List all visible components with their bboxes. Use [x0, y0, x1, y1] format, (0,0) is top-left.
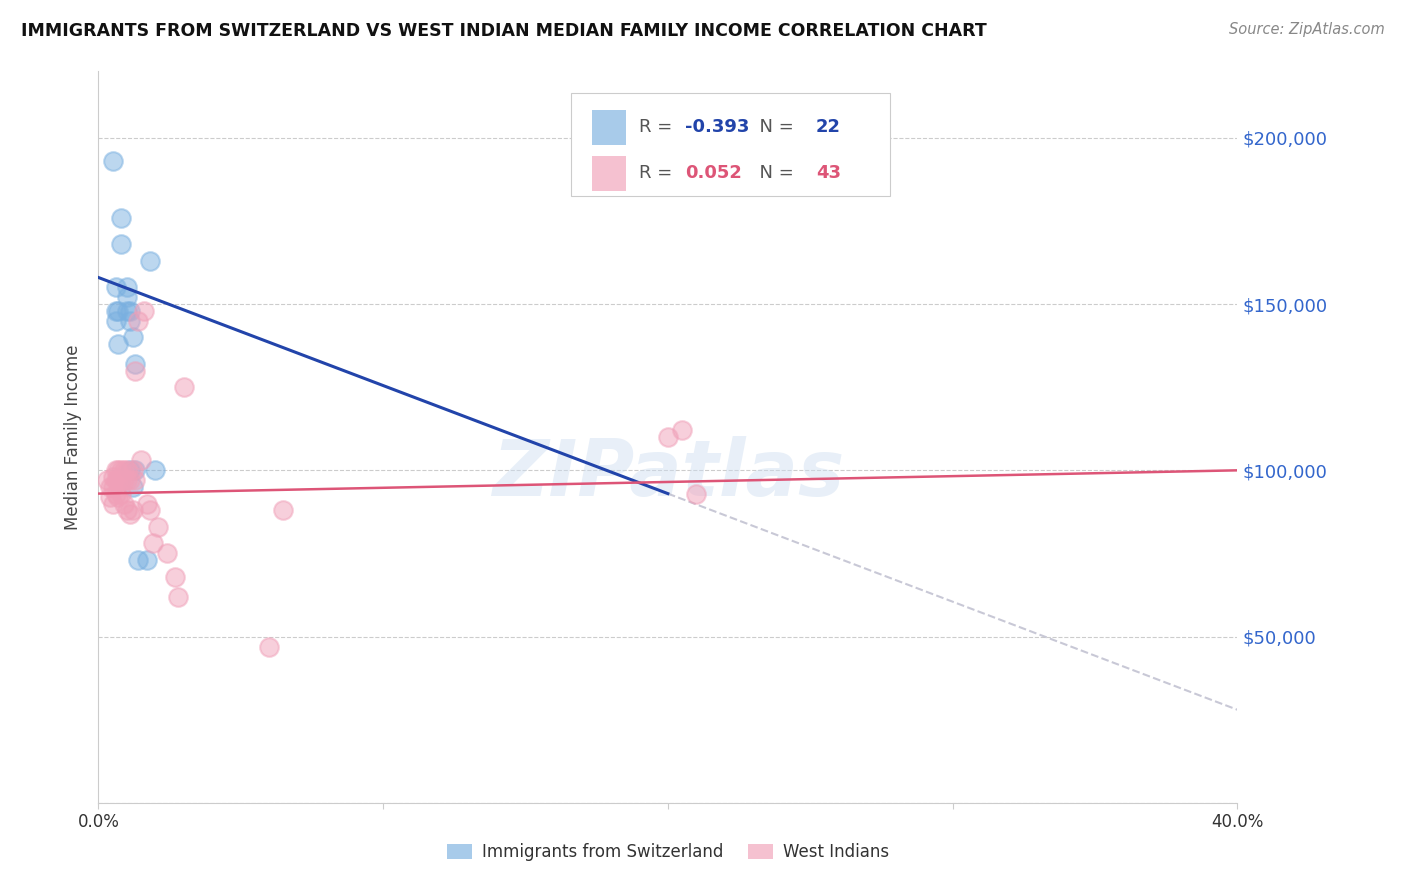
Text: -0.393: -0.393 — [685, 118, 749, 136]
Point — [104, 473, 127, 487]
Point — [145, 463, 167, 477]
Point — [127, 314, 149, 328]
Text: N =: N = — [748, 164, 799, 182]
Point — [121, 330, 143, 344]
Text: R =: R = — [640, 164, 678, 182]
Point — [118, 473, 141, 487]
Point — [104, 314, 127, 328]
Point — [115, 290, 138, 304]
Point — [124, 363, 146, 377]
Point — [124, 463, 146, 477]
Point — [121, 480, 143, 494]
Point — [118, 303, 141, 318]
Point — [165, 570, 187, 584]
FancyBboxPatch shape — [571, 94, 890, 195]
Point — [110, 486, 132, 500]
Point — [124, 473, 146, 487]
Point — [138, 503, 160, 517]
Y-axis label: Median Family Income: Median Family Income — [65, 344, 83, 530]
Point — [115, 503, 138, 517]
Point — [104, 463, 127, 477]
Point — [118, 463, 141, 477]
Point — [156, 546, 179, 560]
Point — [115, 280, 138, 294]
Point — [167, 590, 190, 604]
Point — [107, 463, 129, 477]
Text: 43: 43 — [815, 164, 841, 182]
Text: 22: 22 — [815, 118, 841, 136]
Point — [141, 536, 163, 550]
Point — [112, 463, 135, 477]
Point — [98, 490, 121, 504]
Point — [121, 463, 143, 477]
Point — [118, 314, 141, 328]
Point — [148, 520, 170, 534]
Point — [115, 463, 138, 477]
Text: IMMIGRANTS FROM SWITZERLAND VS WEST INDIAN MEDIAN FAMILY INCOME CORRELATION CHAR: IMMIGRANTS FROM SWITZERLAND VS WEST INDI… — [21, 22, 987, 40]
Point — [101, 480, 124, 494]
Text: N =: N = — [748, 118, 799, 136]
Point — [129, 453, 152, 467]
Point — [132, 303, 155, 318]
Point — [121, 503, 143, 517]
Text: ZIPatlas: ZIPatlas — [492, 435, 844, 512]
Point — [110, 473, 132, 487]
Point — [107, 337, 129, 351]
Point — [259, 640, 281, 654]
Point — [273, 503, 295, 517]
Point — [173, 380, 195, 394]
Text: 0.052: 0.052 — [685, 164, 742, 182]
Point — [101, 154, 124, 169]
Point — [101, 497, 124, 511]
Point — [104, 486, 127, 500]
Point — [671, 424, 693, 438]
Point — [118, 507, 141, 521]
Point — [107, 303, 129, 318]
Point — [135, 497, 157, 511]
Text: Source: ZipAtlas.com: Source: ZipAtlas.com — [1229, 22, 1385, 37]
Point — [107, 473, 129, 487]
Point — [104, 303, 127, 318]
Point — [127, 553, 149, 567]
Point — [110, 237, 132, 252]
Point — [115, 303, 138, 318]
Point — [112, 497, 135, 511]
FancyBboxPatch shape — [592, 110, 626, 145]
Point — [104, 280, 127, 294]
Point — [110, 463, 132, 477]
Point — [112, 473, 135, 487]
Point — [138, 253, 160, 268]
Point — [135, 553, 157, 567]
Point — [115, 473, 138, 487]
FancyBboxPatch shape — [592, 155, 626, 191]
Point — [107, 490, 129, 504]
Point — [110, 211, 132, 225]
Text: R =: R = — [640, 118, 678, 136]
Point — [657, 430, 679, 444]
Point — [685, 486, 707, 500]
Point — [98, 480, 121, 494]
Legend: Immigrants from Switzerland, West Indians: Immigrants from Switzerland, West Indian… — [440, 837, 896, 868]
Point — [101, 470, 124, 484]
Point — [124, 357, 146, 371]
Point — [96, 473, 118, 487]
